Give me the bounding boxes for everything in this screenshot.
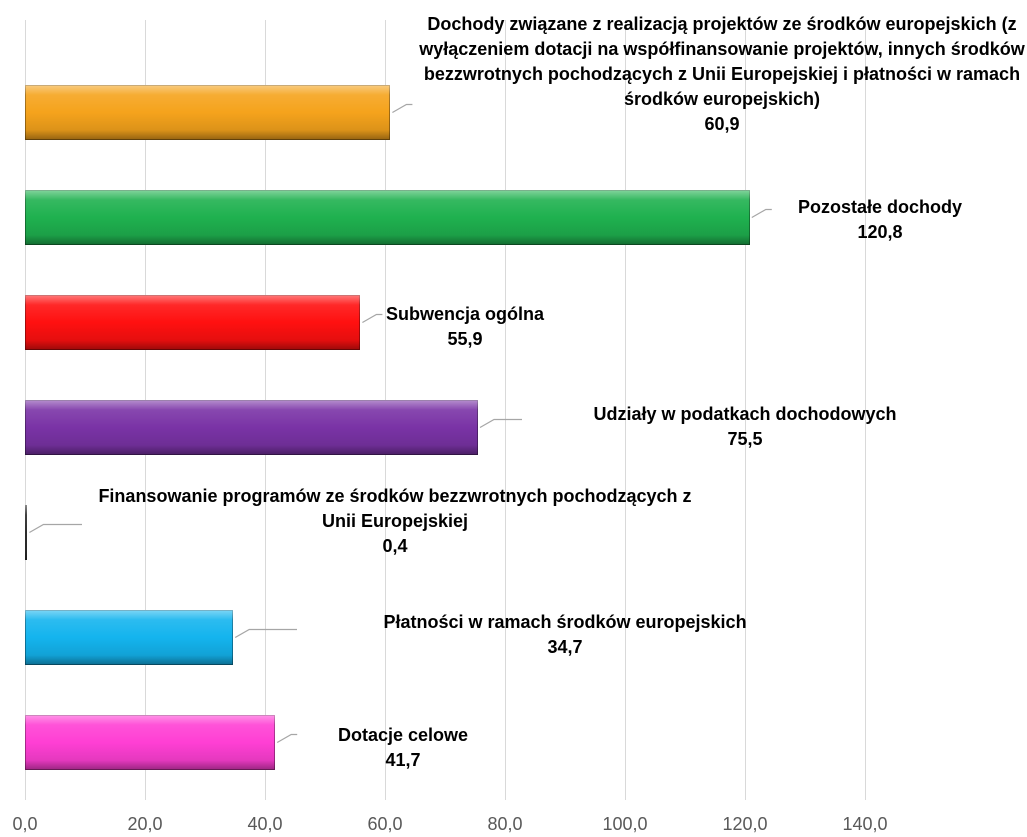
x-tick-label: 100,0 <box>602 814 648 834</box>
data-label: Płatności w ramach środków europejskich 3… <box>305 610 825 660</box>
category-label: Pozostałe dochody <box>797 197 963 217</box>
grid-line <box>864 20 866 800</box>
data-label: Subwencja ogólna 55,9 <box>335 302 595 352</box>
category-label: Dochody związane z realizacją projektów … <box>419 14 1025 109</box>
leader-line <box>276 733 298 744</box>
value-label: 55,9 <box>447 329 483 349</box>
x-tick-label: 120,0 <box>722 814 768 834</box>
leader-line <box>234 628 297 639</box>
bar <box>25 715 276 770</box>
data-label: Dotacje celowe 41,7 <box>293 723 513 773</box>
category-label: Udziały w podatkach dochodowych <box>593 404 897 424</box>
x-tick-label: 0,0 <box>12 814 38 834</box>
x-tick-label: 20,0 <box>127 814 163 834</box>
x-tick-label: 40,0 <box>247 814 283 834</box>
x-tick-label: 80,0 <box>487 814 523 834</box>
bar <box>25 610 234 665</box>
bar <box>25 400 478 455</box>
bar <box>25 190 750 245</box>
leader-line <box>392 103 413 114</box>
data-label: Dochody związane z realizacją projektów … <box>417 12 1027 137</box>
bar <box>25 85 391 140</box>
leader-line <box>751 208 772 219</box>
value-label: 41,7 <box>385 750 421 770</box>
bar <box>25 295 361 350</box>
x-tick-label: 60,0 <box>367 814 403 834</box>
category-label: Finansowanie programów ze środków bezzwr… <box>98 486 692 531</box>
data-label: Udziały w podatkach dochodowych 75,5 <box>530 402 960 452</box>
grid-line <box>504 20 506 800</box>
value-label: 34,7 <box>547 637 583 657</box>
category-label: Płatności w ramach środków europejskich <box>383 612 747 632</box>
x-tick-label: 140,0 <box>842 814 888 834</box>
leader-line <box>362 313 383 324</box>
leader-line <box>479 418 522 429</box>
value-label: 75,5 <box>727 429 763 449</box>
grid-line <box>624 20 626 800</box>
category-label: Dotacje celowe <box>337 725 469 745</box>
category-label: Subwencja ogólna <box>385 304 545 324</box>
data-label: Pozostałe dochody 120,8 <box>750 195 1010 245</box>
leader-line <box>29 523 82 534</box>
grid-line <box>744 20 746 800</box>
data-label: Finansowanie programów ze środków bezzwr… <box>90 484 700 559</box>
value-label: 60,9 <box>704 114 740 134</box>
value-label: 0,4 <box>382 536 408 556</box>
value-label: 120,8 <box>857 222 903 242</box>
bar <box>25 505 28 560</box>
